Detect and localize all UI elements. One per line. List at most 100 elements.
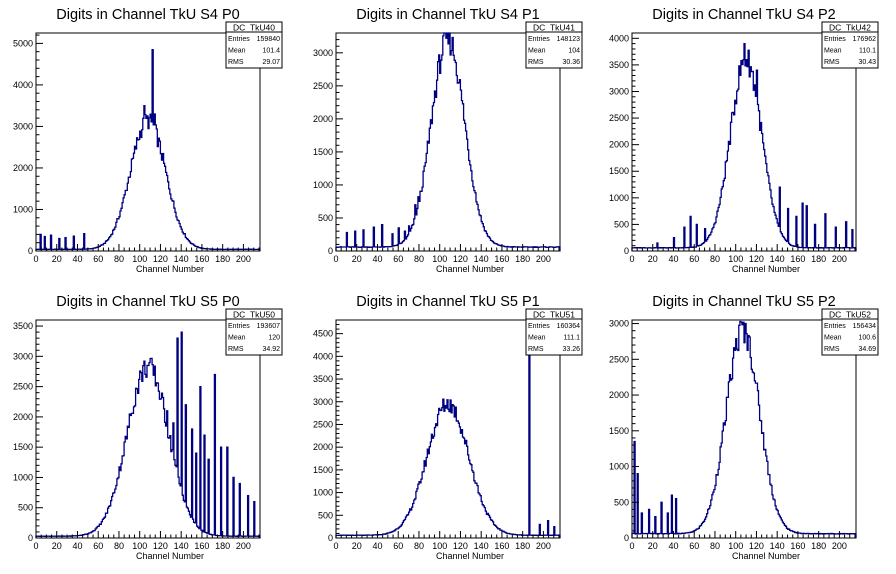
x-tick-label: 120 [153,541,168,551]
x-axis-label: Channel Number [136,551,204,561]
x-tick-label: 60 [689,254,699,264]
y-tick-label: 1000 [313,180,333,190]
x-tick-label: 100 [432,541,447,551]
stats-value: 120 [268,335,280,342]
stats-box-name: DC_TkU41 [533,23,575,33]
x-tick-label: 60 [393,541,403,551]
stats-value: 30.43 [858,59,876,66]
y-tick-label: 2500 [13,382,33,392]
panel-title: Digits in Channel TkU S5 P2 [652,294,836,310]
stats-value: 148123 [557,36,580,43]
x-tick-label: 100 [132,254,147,264]
stats-box: DC_TkU41 Entries 148123 Mean 104 RMS 30.36 [525,21,583,69]
x-tick-label: 100 [728,541,743,551]
y-tick-label: 2000 [609,390,629,400]
histogram-series-line [631,42,857,251]
stats-value: 101.4 [262,48,280,55]
x-axis-label: Channel Number [732,264,800,274]
y-tick-label: 4500 [313,329,333,339]
x-tick-label: 120 [749,541,764,551]
stats-label: Entries [528,36,550,43]
histogram-panel-3: Digits in Channel TkU S4 P2 0 20 40 60 80 100 1… [609,7,879,274]
stats-box-frame [225,21,283,69]
stats-box-frame [525,21,583,69]
stats-box-name: DC_TkU51 [533,310,575,320]
histogram-series-line [35,331,261,538]
x-axis-label: Channel Number [136,264,204,274]
x-tick-label: 40 [668,541,678,551]
y-tick-label: 1500 [13,442,33,452]
panel-title: Digits in Channel TkU S4 P0 [56,7,240,23]
stats-value: 159840 [257,36,280,43]
x-tick-label: 80 [114,254,124,264]
x-tick-label: 20 [352,254,362,264]
x-tick-label: 180 [811,254,826,264]
stats-box-name: DC_TkU52 [829,310,871,320]
plot-frame [631,32,857,252]
x-tick-label: 200 [236,541,251,551]
y-tick-label: 3000 [609,319,629,329]
y-tick-label: 1500 [313,465,333,475]
x-tick-label: 40 [372,541,382,551]
plot-frame [35,32,261,252]
x-tick-label: 20 [648,541,658,551]
x-tick-label: 160 [790,254,805,264]
stats-label: RMS [824,346,840,353]
x-tick-label: 0 [333,254,338,264]
y-tick-label: 3000 [13,351,33,361]
stats-label: RMS [528,59,544,66]
histogram-series-line [335,32,561,251]
stats-box-name: DC_TkU40 [233,23,275,33]
x-tick-label: 160 [494,541,509,551]
x-tick-label: 40 [668,254,678,264]
y-tick-label: 1000 [609,462,629,472]
stats-label: Entries [528,323,550,330]
x-tick-label: 160 [790,541,805,551]
stats-box-name: DC_TkU42 [829,23,871,33]
stats-label: Entries [824,323,846,330]
y-tick-label: 0 [28,533,33,543]
y-tick-label: 1000 [13,204,33,214]
stats-value: 34.69 [858,346,876,353]
y-tick-label: 2500 [609,113,629,123]
x-tick-label: 120 [153,254,168,264]
stats-box: DC_TkU42 Entries 176962 Mean 110.1 RMS 30.43 [821,21,879,69]
stats-label: Mean [228,48,246,55]
y-tick-label: 5000 [13,38,33,48]
y-tick-label: 1500 [609,426,629,436]
y-tick-label: 2500 [313,81,333,91]
x-tick-label: 160 [494,254,509,264]
stats-value: 29.07 [262,59,280,66]
y-tick-label: 1000 [13,472,33,482]
y-tick-label: 2000 [313,442,333,452]
x-tick-label: 40 [372,254,382,264]
stats-box-frame [525,308,583,356]
stats-value: 110.1 [859,48,876,55]
x-tick-label: 20 [648,254,658,264]
y-tick-label: 2000 [13,412,33,422]
x-tick-label: 0 [33,254,38,264]
y-tick-label: 4000 [313,351,333,361]
stats-label: Mean [824,48,842,55]
y-tick-label: 1500 [609,166,629,176]
stats-box-name: DC_TkU50 [233,310,275,320]
stats-box-frame [821,21,879,69]
y-tick-label: 0 [328,246,333,256]
y-tick-label: 500 [18,503,33,513]
x-axis-label: Channel Number [436,264,504,274]
x-tick-label: 200 [832,541,847,551]
x-tick-label: 40 [72,254,82,264]
x-tick-label: 180 [215,254,230,264]
panel-title: Digits in Channel TkU S4 P1 [356,7,540,23]
stats-value: 33.26 [562,346,580,353]
y-tick-label: 1000 [609,193,629,203]
x-tick-label: 120 [749,254,764,264]
x-axis-label: Channel Number [732,551,800,561]
x-tick-label: 60 [393,254,403,264]
x-tick-label: 200 [236,254,251,264]
y-tick-label: 3000 [313,397,333,407]
x-tick-label: 0 [333,541,338,551]
x-tick-label: 140 [770,541,785,551]
y-tick-label: 2000 [13,163,33,173]
